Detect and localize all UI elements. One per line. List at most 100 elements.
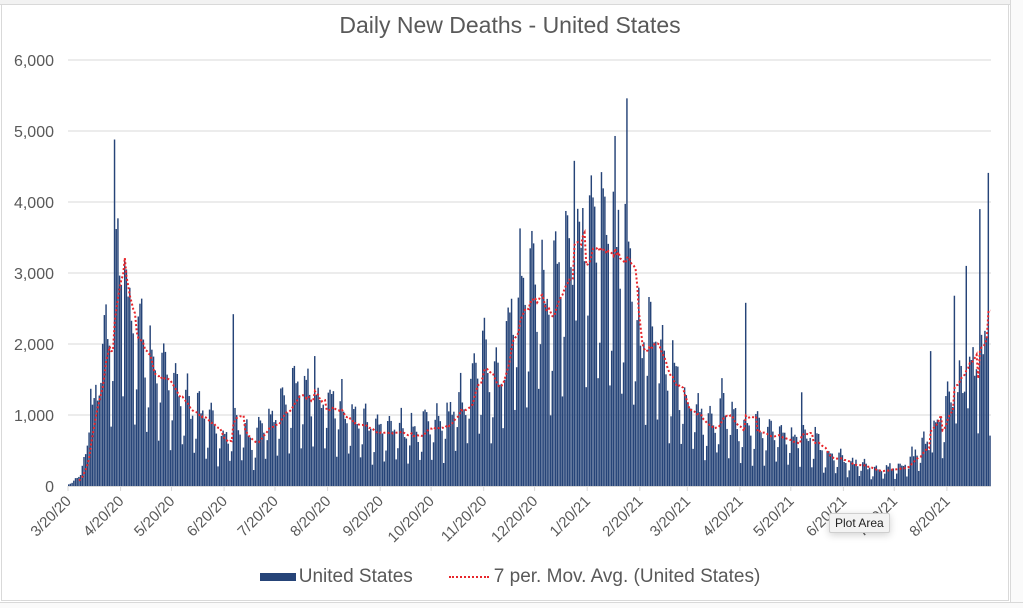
legend[interactable]: United States 7 per. Mov. Avg. (United S… [0, 566, 1020, 588]
bar [590, 175, 593, 486]
bar [461, 402, 464, 486]
bar [320, 407, 323, 486]
bar [624, 203, 626, 487]
chart-title[interactable]: Daily New Deaths - United States [339, 12, 681, 38]
bar [332, 391, 335, 486]
bar [190, 418, 192, 486]
bar [697, 393, 699, 486]
x-tick-label: 12/20/20 [488, 493, 541, 546]
bar [410, 412, 413, 486]
bar [714, 432, 716, 486]
bar [336, 456, 338, 486]
bar [225, 432, 228, 486]
bar [593, 206, 596, 486]
legend-item-moving-average[interactable]: 7 per. Mov. Avg. (United States) [448, 566, 760, 588]
bar [568, 238, 570, 486]
bar [185, 389, 187, 486]
bar [816, 433, 818, 486]
bar [478, 433, 481, 486]
bar [738, 441, 740, 486]
bar [583, 261, 586, 486]
bar [409, 445, 411, 486]
bar [560, 297, 562, 486]
bar [213, 424, 216, 486]
bar [446, 402, 448, 486]
bar [256, 427, 258, 486]
bar [347, 453, 350, 486]
bar [719, 398, 721, 486]
bar [290, 427, 292, 486]
bar [361, 444, 363, 486]
bar [836, 466, 839, 486]
sheet-gridline-bottom [0, 602, 1023, 608]
bar [202, 410, 204, 486]
bar [895, 473, 898, 486]
bar [634, 381, 637, 486]
bar [748, 425, 750, 486]
bar [911, 446, 913, 486]
bar [775, 461, 777, 486]
legend-item-united-states[interactable]: United States [259, 566, 413, 588]
bar [770, 420, 772, 486]
bar [982, 354, 984, 486]
bar [860, 470, 862, 486]
bar [376, 414, 379, 486]
bar [527, 371, 530, 486]
bar [442, 463, 445, 486]
chart-area[interactable] [1, 4, 1009, 601]
bar [123, 260, 126, 486]
bar [330, 394, 333, 486]
bar [164, 351, 167, 486]
bar [69, 483, 72, 486]
bar [532, 243, 535, 486]
bar [704, 460, 706, 486]
bar [985, 337, 988, 486]
bar [821, 450, 823, 486]
x-tick-label: 6/20/20 [184, 493, 231, 540]
bar [232, 314, 235, 486]
bar [554, 231, 557, 486]
bar [134, 424, 136, 486]
bar [95, 384, 97, 486]
bar [522, 277, 525, 486]
bar [68, 484, 70, 486]
bar [655, 341, 657, 486]
bar [302, 424, 304, 486]
bar [573, 160, 576, 486]
bar [512, 334, 514, 486]
bar [867, 469, 869, 486]
bar [397, 448, 399, 486]
bar [873, 466, 876, 486]
bar [154, 370, 156, 486]
bar [707, 413, 710, 486]
bar [251, 449, 253, 486]
bar [741, 447, 744, 486]
bar [901, 465, 903, 486]
bar [546, 298, 548, 486]
bar [666, 390, 669, 486]
bar [93, 398, 95, 486]
bar [351, 404, 353, 486]
bar [948, 391, 951, 486]
y-axis: 0 1,000 2,000 3,000 4,000 5,000 6,000 [14, 53, 54, 496]
bar [974, 375, 976, 486]
bar [755, 413, 757, 486]
bar [621, 393, 623, 486]
bar [422, 411, 425, 486]
bar [753, 448, 755, 486]
legend-bar-swatch-icon [259, 573, 296, 581]
bar [317, 387, 319, 486]
bar [688, 408, 691, 486]
bar [968, 356, 971, 486]
bar [641, 358, 643, 486]
bar [526, 407, 528, 486]
bar [393, 429, 396, 486]
bar [281, 387, 284, 486]
bar [928, 450, 930, 486]
bar [695, 404, 698, 486]
bar [578, 221, 581, 486]
bar [432, 442, 435, 486]
bar [159, 402, 162, 486]
bar [743, 419, 745, 486]
